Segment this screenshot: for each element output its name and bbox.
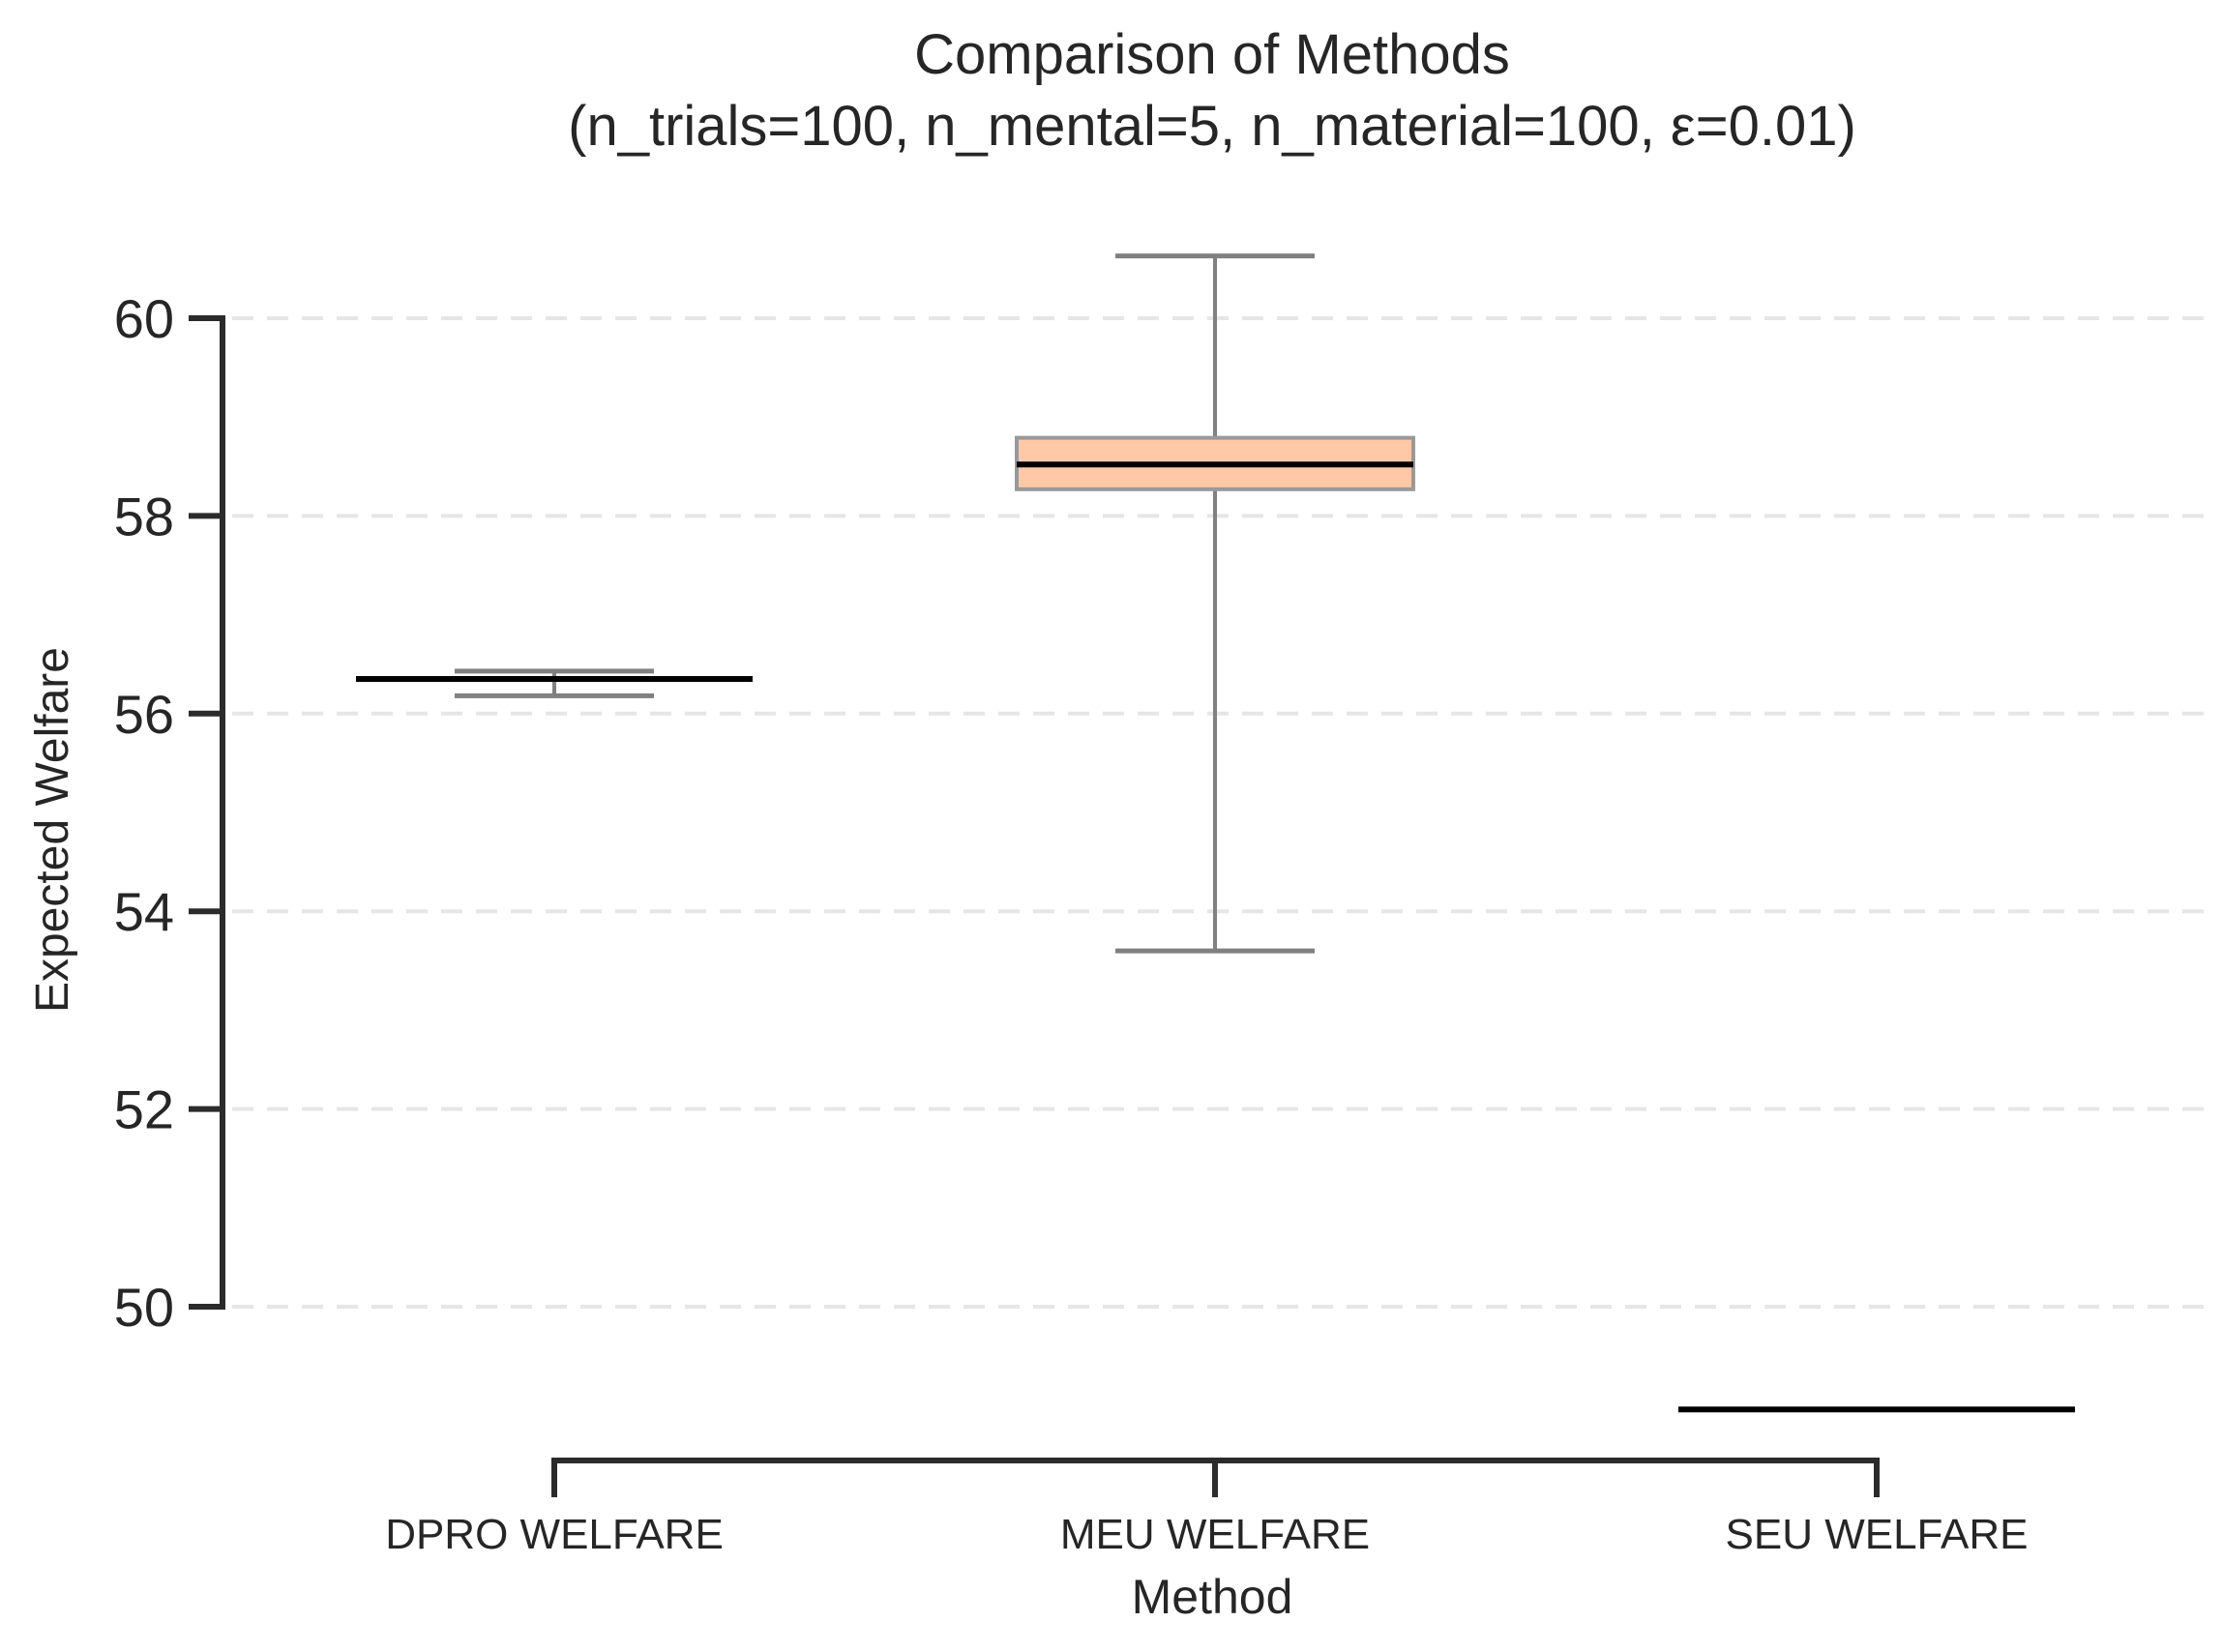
chart-title: Comparison of Methods <box>914 23 1510 86</box>
box-meu-welfare <box>1015 253 1415 954</box>
box-series <box>356 253 2075 1413</box>
y-tick-label: 60 <box>114 288 174 349</box>
x-tick-label: MEU WELFARE <box>1060 1511 1370 1558</box>
box-dpro-welfare <box>356 668 753 698</box>
x-tick-label: DPRO WELFARE <box>385 1511 724 1558</box>
y-tick-label: 58 <box>114 486 174 546</box>
gridlines <box>232 316 2215 1309</box>
y-tick-label: 54 <box>114 881 174 942</box>
y-tick-label: 56 <box>114 684 174 745</box>
y-tick-label: 52 <box>114 1079 174 1140</box>
x-tick-label: SEU WELFARE <box>1726 1511 2029 1558</box>
y-axis: 50 52 54 56 58 60 <box>114 288 225 1338</box>
y-axis-label: Expected Welfare <box>27 647 78 1013</box>
x-axis: DPRO WELFARE MEU WELFARE SEU WELFARE <box>385 1458 2029 1558</box>
chart-subtitle: (n_trials=100, n_mental=5, n_material=10… <box>568 95 1856 158</box>
x-axis-label: Method <box>1132 1570 1293 1624</box>
y-tick-label: 50 <box>114 1277 174 1338</box>
